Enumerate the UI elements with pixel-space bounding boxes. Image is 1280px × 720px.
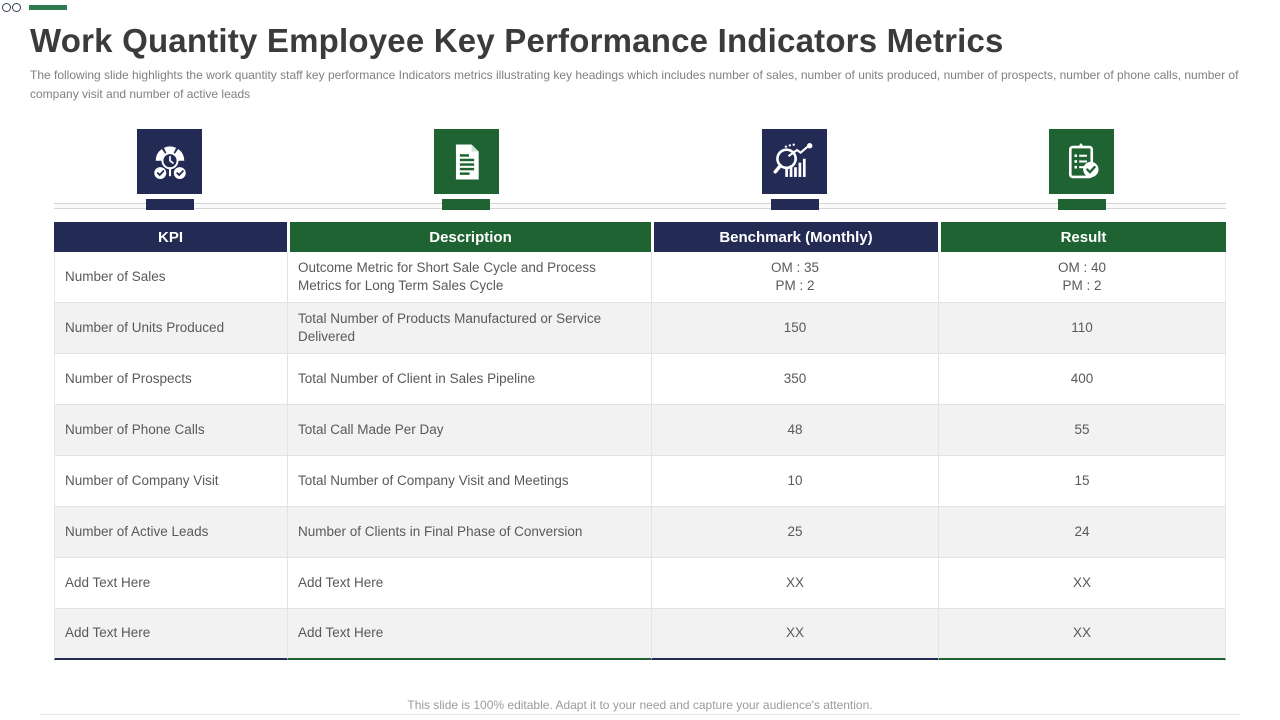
kpi-cell: Number of Company Visit <box>54 456 287 507</box>
description-cell: Add Text Here <box>287 609 651 660</box>
benchmark-cell: XX <box>651 609 938 660</box>
kpi-cell: Add Text Here <box>54 609 287 660</box>
page-subtitle: The following slide highlights the work … <box>30 68 1239 101</box>
column-header-kpi: KPI <box>54 222 287 252</box>
table-row: Add Text Here Add Text Here XX XX <box>54 609 1226 660</box>
description-cell: Total Number of Company Visit and Meetin… <box>287 456 651 507</box>
column-header-result: Result <box>938 222 1226 252</box>
description-cell: Add Text Here <box>287 558 651 609</box>
circle-icon <box>12 3 21 12</box>
gauge-icon <box>137 129 202 194</box>
table-row: Number of Company Visit Total Number of … <box>54 456 1226 507</box>
icon-tab <box>771 199 819 210</box>
result-cell: 400 <box>938 354 1226 405</box>
result-cell: 55 <box>938 405 1226 456</box>
kpi-cell: Number of Active Leads <box>54 507 287 558</box>
icon-tab <box>146 199 194 210</box>
description-cell: Total Number of Client in Sales Pipeline <box>287 354 651 405</box>
table-row: Number of Active Leads Number of Clients… <box>54 507 1226 558</box>
benchmark-cell: 150 <box>651 303 938 354</box>
result-cell: XX <box>938 609 1226 660</box>
table-row: Number of Phone Calls Total Call Made Pe… <box>54 405 1226 456</box>
corner-decoration <box>2 3 67 12</box>
icon-tab <box>1058 199 1106 210</box>
benchmark-cell: XX <box>651 558 938 609</box>
search-chart-icon <box>762 129 827 194</box>
table-row: Add Text Here Add Text Here XX XX <box>54 558 1226 609</box>
page-title: Work Quantity Employee Key Performance I… <box>30 22 1004 59</box>
benchmark-cell: 350 <box>651 354 938 405</box>
icon-strip-line <box>54 203 1226 209</box>
footer-note: This slide is 100% editable. Adapt it to… <box>407 698 873 712</box>
result-cell: XX <box>938 558 1226 609</box>
document-icon <box>434 129 499 194</box>
benchmark-cell: OM : 35 PM : 2 <box>651 252 938 303</box>
kpi-cell: Number of Prospects <box>54 354 287 405</box>
kpi-table: KPI Description Benchmark (Monthly) Resu… <box>54 222 1226 660</box>
benchmark-cell: 48 <box>651 405 938 456</box>
kpi-cell: Add Text Here <box>54 558 287 609</box>
description-cell: Number of Clients in Final Phase of Conv… <box>287 507 651 558</box>
column-header-benchmark: Benchmark (Monthly) <box>651 222 938 252</box>
column-header-description: Description <box>287 222 651 252</box>
result-cell: OM : 40 PM : 2 <box>938 252 1226 303</box>
clipboard-check-icon <box>1049 129 1114 194</box>
kpi-cell: Number of Phone Calls <box>54 405 287 456</box>
icon-tab <box>442 199 490 210</box>
table-row: Number of Sales Outcome Metric for Short… <box>54 252 1226 303</box>
description-cell: Total Call Made Per Day <box>287 405 651 456</box>
table-header-row: KPI Description Benchmark (Monthly) Resu… <box>54 222 1226 252</box>
result-cell: 110 <box>938 303 1226 354</box>
accent-line <box>29 5 67 10</box>
result-cell: 15 <box>938 456 1226 507</box>
circle-icon <box>2 3 11 12</box>
result-cell: 24 <box>938 507 1226 558</box>
footer-divider <box>40 714 1240 715</box>
table-row: Number of Prospects Total Number of Clie… <box>54 354 1226 405</box>
table-row: Number of Units Produced Total Number of… <box>54 303 1226 354</box>
benchmark-cell: 10 <box>651 456 938 507</box>
benchmark-cell: 25 <box>651 507 938 558</box>
kpi-cell: Number of Units Produced <box>54 303 287 354</box>
description-cell: Outcome Metric for Short Sale Cycle and … <box>287 252 651 303</box>
description-cell: Total Number of Products Manufactured or… <box>287 303 651 354</box>
kpi-cell: Number of Sales <box>54 252 287 303</box>
